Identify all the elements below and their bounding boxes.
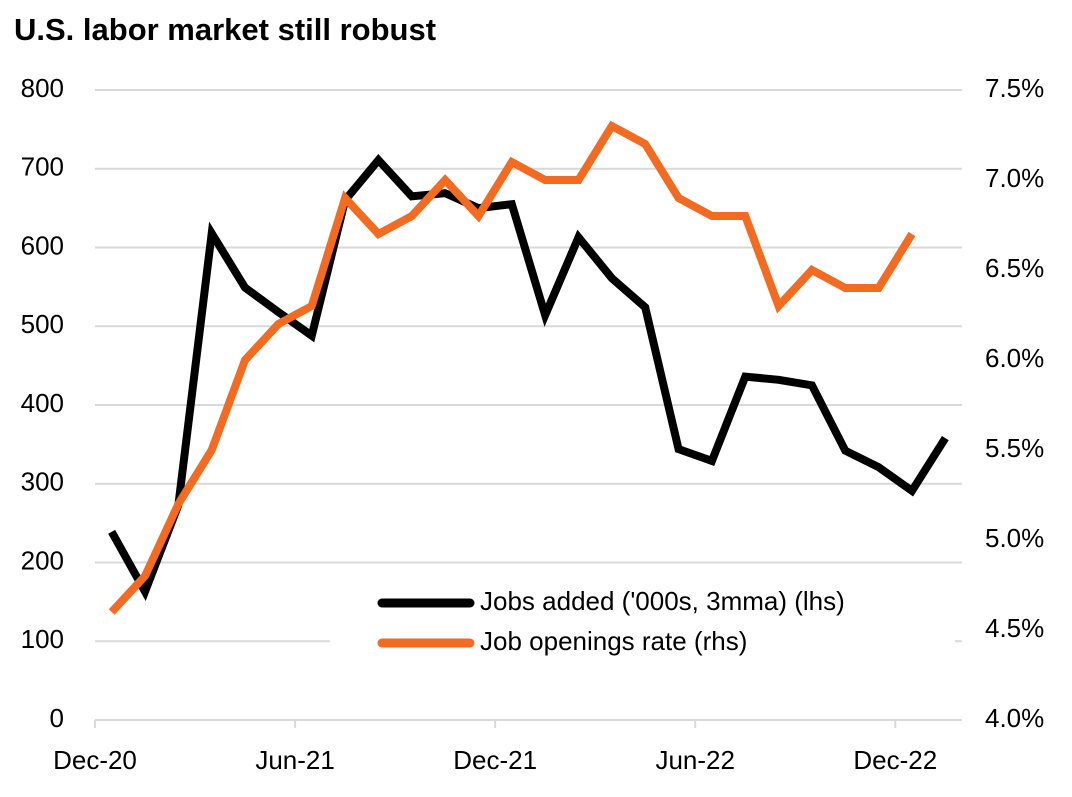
y-tick-label: 700 — [21, 152, 64, 182]
x-tick-label: Dec-20 — [53, 745, 137, 775]
y-tick-label: 300 — [21, 467, 64, 497]
y-tick-label: 800 — [21, 73, 64, 103]
legend-label: Job openings rate (rhs) — [480, 626, 747, 656]
line-series — [108, 154, 949, 602]
y2-tick-label: 5.5% — [985, 433, 1044, 463]
line-series — [108, 120, 916, 615]
x-tick-label: Jun-21 — [255, 745, 335, 775]
legend-box — [330, 570, 955, 682]
y-tick-label: 400 — [21, 388, 64, 418]
y2-tick-label: 4.0% — [985, 703, 1044, 733]
y-tick-label: 600 — [21, 230, 64, 260]
y2-tick-label: 6.5% — [985, 253, 1044, 283]
x-tick-label: Dec-21 — [453, 745, 537, 775]
y2-tick-label: 6.0% — [985, 343, 1044, 373]
y-tick-label: 0 — [50, 703, 64, 733]
x-tick-label: Dec-22 — [853, 745, 937, 775]
y2-tick-label: 4.5% — [985, 613, 1044, 643]
y-tick-label: 500 — [21, 309, 64, 339]
chart-title: U.S. labor market still robust — [14, 12, 436, 47]
y2-tick-label: 7.0% — [985, 163, 1044, 193]
y2-tick-label: 7.5% — [985, 73, 1044, 103]
y2-tick-label: 5.0% — [985, 523, 1044, 553]
legend-label: Jobs added ('000s, 3mma) (lhs) — [480, 586, 845, 616]
y-tick-label: 200 — [21, 545, 64, 575]
y-tick-label: 100 — [21, 624, 64, 654]
x-tick-label: Jun-22 — [655, 745, 735, 775]
